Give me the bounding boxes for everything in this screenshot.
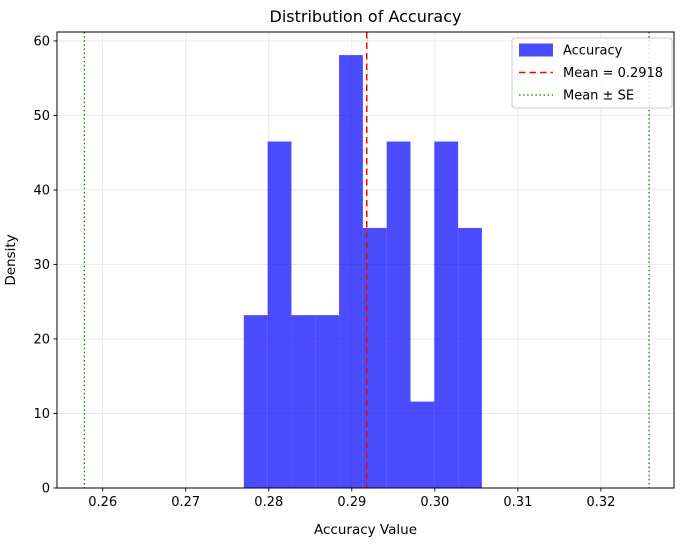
histogram-bar <box>267 141 292 488</box>
y-tick-label-4: 40 <box>33 183 50 198</box>
histogram-bar <box>362 227 387 488</box>
x-tick-label-4: 0.30 <box>420 495 449 510</box>
x-tick-label-5: 0.31 <box>503 495 532 510</box>
legend-label-1: Mean = 0.2918 <box>563 66 663 81</box>
histogram-bar <box>339 55 363 489</box>
x-axis-label: Accuracy Value <box>314 522 417 538</box>
histogram-bar <box>315 315 340 488</box>
histogram-bar <box>410 401 435 488</box>
histogram-bar <box>243 315 268 488</box>
legend: Accuracy Mean = 0.2918 Mean ± SE <box>511 37 673 109</box>
y-tick-label-3: 30 <box>33 258 50 273</box>
histogram-bar <box>291 315 316 488</box>
x-tick-label-3: 0.29 <box>337 495 366 510</box>
x-tick-label-0: 0.26 <box>88 495 117 510</box>
x-tick-label-2: 0.28 <box>254 495 283 510</box>
y-tick-label-0: 0 <box>42 482 50 497</box>
legend-label-0: Accuracy <box>563 44 623 59</box>
x-tick-label-1: 0.27 <box>171 495 200 510</box>
y-tick-label-2: 20 <box>33 332 50 347</box>
y-tick-label-1: 10 <box>33 407 50 422</box>
y-tick-label-5: 50 <box>33 109 50 124</box>
histogram-bar <box>434 141 459 488</box>
histogram-bar <box>386 141 411 488</box>
plot-border <box>56 31 675 489</box>
y-axis-label: Density <box>3 234 19 285</box>
x-tick-label-6: 0.32 <box>586 495 615 510</box>
legend-swatch-patch <box>519 43 553 57</box>
chart-title: Distribution of Accuracy <box>270 7 462 26</box>
histogram-bar <box>458 227 482 488</box>
y-tick-label-6: 60 <box>33 34 50 49</box>
legend-label-2: Mean ± SE <box>563 89 634 104</box>
